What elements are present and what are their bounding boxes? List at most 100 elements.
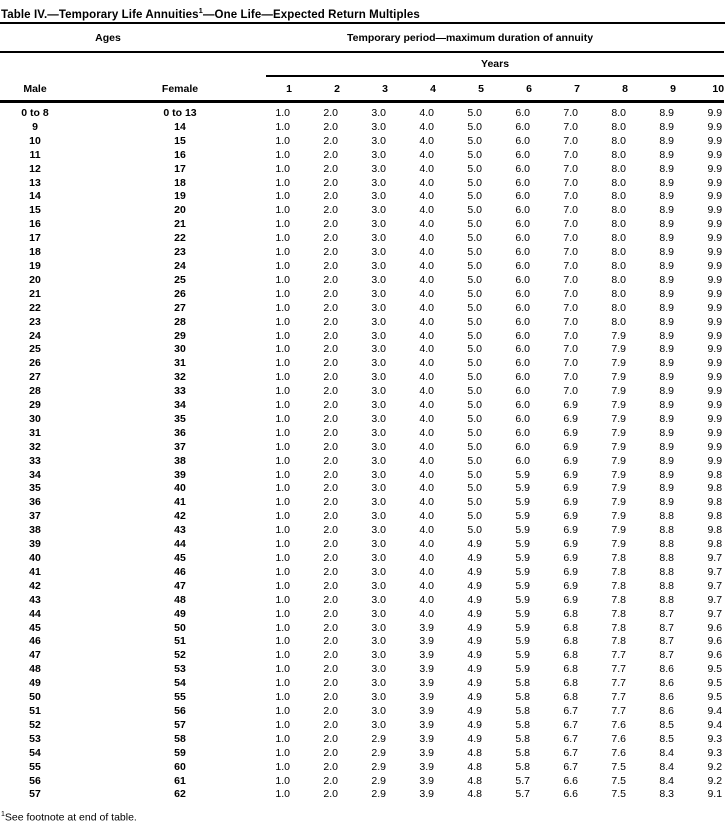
multiple-value-cell: 4.0: [419, 565, 434, 578]
multiple-value-cell: 8.0: [611, 120, 626, 133]
multiple-value-cell: 8.9: [659, 329, 674, 342]
female-age-cell: 21: [174, 218, 186, 231]
multiple-value-cell: 6.9: [563, 565, 578, 578]
multiple-value-cell: 3.0: [371, 718, 386, 731]
multiple-value-cell: 1.0: [275, 538, 290, 551]
table-row: 11 16 1.0 2.0 3.0 4.0 5.0 6.0 7.0 8.0 8.9 9.9: [0, 149, 724, 163]
multiple-value-cell: 2.0: [323, 315, 338, 328]
multiple-value-cell: 5.9: [515, 510, 530, 523]
male-age-cell: 22: [29, 301, 41, 314]
female-age-cell: 49: [174, 607, 186, 620]
multiple-value-cell: 6.9: [563, 399, 578, 412]
multiple-value-cell: 1.0: [275, 107, 290, 119]
multiple-value-cell: 5.8: [515, 760, 530, 773]
multiple-value-cell: 4.0: [419, 343, 434, 356]
column-gap: [70, 608, 144, 622]
multiple-value-cell: 8.9: [659, 440, 674, 453]
female-age-cell: 38: [174, 454, 186, 467]
table-row: 30 35 1.0 2.0 3.0 4.0 5.0 6.0 6.9 7.9 8.9 9.9: [0, 413, 724, 427]
multiple-value-cell: 6.0: [515, 232, 530, 245]
multiple-value-cell: 5.7: [515, 788, 530, 801]
multiple-value-cell: 7.0: [563, 232, 578, 245]
multiple-value-cell: 8.8: [659, 593, 674, 606]
multiple-value-cell: 4.0: [419, 204, 434, 217]
multiple-value-cell: 6.9: [563, 510, 578, 523]
table-row: 41 46 1.0 2.0 3.0 4.0 4.9 5.9 6.9 7.8 8.8 9.7: [0, 566, 724, 580]
multiple-value-cell: 2.0: [323, 468, 338, 481]
multiple-value-cell: 9.9: [707, 357, 723, 370]
multiple-value-cell: 1.0: [275, 329, 290, 342]
multiple-value-cell: 5.9: [515, 524, 530, 537]
multiple-value-cell: 3.9: [419, 774, 434, 787]
table-row: 39 44 1.0 2.0 3.0 4.0 4.9 5.9 6.9 7.9 8.8 9.8: [0, 538, 724, 552]
multiple-value-cell: 5.9: [515, 607, 530, 620]
multiple-value-cell: 1.0: [275, 468, 290, 481]
male-age-cell: 53: [29, 732, 41, 745]
multiple-value-cell: 3.9: [419, 788, 434, 801]
multiple-value-cell: 3.9: [419, 760, 434, 773]
multiple-value-cell: 4.0: [419, 120, 434, 133]
table-row: 43 48 1.0 2.0 3.0 4.0 4.9 5.9 6.9 7.8 8.8 9.7: [0, 594, 724, 608]
female-age-cell: 30: [174, 343, 186, 356]
multiple-value-cell: 5.0: [467, 218, 482, 231]
multiple-value-cell: 1.0: [275, 552, 290, 564]
multiple-value-cell: 2.0: [323, 190, 338, 203]
table-row: 21 26 1.0 2.0 3.0 4.0 5.0 6.0 7.0 8.0 8.9 9.9: [0, 288, 724, 302]
male-age-cell: 29: [29, 399, 41, 412]
multiple-value-cell: 9.9: [707, 371, 723, 384]
multiple-value-cell: 2.0: [323, 496, 338, 509]
column-gap: [70, 274, 144, 288]
column-gap: [70, 77, 144, 103]
multiple-value-cell: 5.0: [467, 120, 482, 133]
female-age-cell: 60: [174, 760, 186, 773]
year-column-header-8: 8: [580, 77, 628, 103]
multiple-value-cell: 7.7: [611, 663, 626, 676]
multiple-value-cell: 7.7: [611, 649, 626, 662]
multiple-value-cell: 8.9: [659, 134, 674, 147]
multiple-value-cell: 2.0: [323, 218, 338, 231]
multiple-value-cell: 2.0: [323, 593, 338, 606]
multiple-value-cell: 9.9: [707, 399, 723, 412]
multiple-value-cell: 5.0: [467, 176, 482, 189]
multiple-value-cell: 9.9: [707, 218, 723, 231]
multiple-value-cell: 8.8: [659, 510, 674, 523]
male-age-cell: 51: [29, 704, 41, 717]
multiple-value-cell: 6.0: [515, 385, 530, 398]
multiple-value-cell: 1.0: [275, 774, 290, 787]
year-column-header-2: 2: [292, 77, 340, 103]
multiple-value-cell: 3.0: [371, 301, 386, 314]
multiple-value-cell: 8.9: [659, 120, 674, 133]
multiple-value-cell: 6.6: [563, 788, 578, 801]
multiple-value-cell: 4.9: [467, 565, 482, 578]
multiple-value-cell: 1.0: [275, 371, 290, 384]
years-row-spacer: [0, 52, 216, 77]
multiple-value-cell: 6.0: [515, 273, 530, 286]
multiple-value-cell: 6.0: [515, 412, 530, 425]
multiple-value-cell: 5.7: [515, 774, 530, 787]
multiple-value-cell: 1.0: [275, 440, 290, 453]
male-age-cell: 55: [29, 760, 41, 773]
multiple-value-cell: 4.0: [419, 510, 434, 523]
multiple-value-cell: 3.0: [371, 412, 386, 425]
multiple-value-cell: 7.9: [611, 510, 626, 523]
multiple-value-cell: 9.9: [707, 329, 723, 342]
multiple-value-cell: 2.9: [371, 746, 386, 759]
female-age-cell: 26: [174, 287, 186, 300]
column-gap: [70, 691, 144, 705]
table-row: 23 28 1.0 2.0 3.0 4.0 5.0 6.0 7.0 8.0 8.9 9.9: [0, 316, 724, 330]
column-gap: [70, 455, 144, 469]
multiple-value-cell: 5.9: [515, 482, 530, 495]
multiple-value-cell: 7.0: [563, 343, 578, 356]
multiple-value-cell: 1.0: [275, 190, 290, 203]
annuity-table: Ages Temporary period—maximum duration o…: [0, 24, 725, 802]
table-row: 10 15 1.0 2.0 3.0 4.0 5.0 6.0 7.0 8.0 8.9 9.9: [0, 135, 724, 149]
multiple-value-cell: 4.8: [467, 774, 482, 787]
multiple-value-cell: 9.9: [707, 426, 723, 439]
male-age-cell: 18: [29, 246, 41, 259]
multiple-value-cell: 8.9: [659, 232, 674, 245]
multiple-value-cell: 4.0: [419, 162, 434, 175]
male-age-cell: 46: [29, 635, 41, 648]
multiple-value-cell: 6.9: [563, 426, 578, 439]
multiple-value-cell: 8.5: [659, 718, 674, 731]
column-gap: [70, 357, 144, 371]
